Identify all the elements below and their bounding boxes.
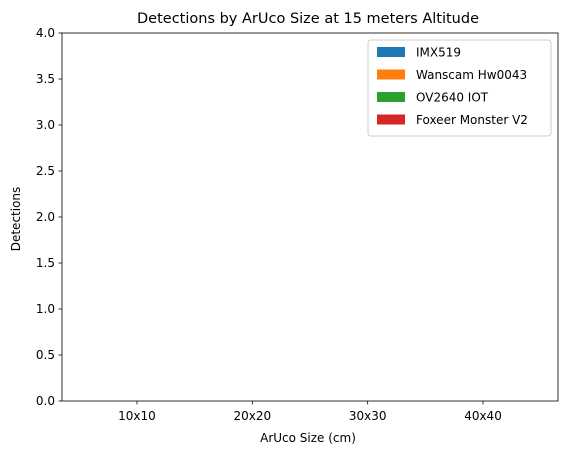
y-tick-label: 2.5 [36,164,55,178]
x-axis: 10x10 20x20 30x30 40x40 [118,401,502,423]
y-tick-label: 1.5 [36,256,55,270]
y-axis-label: Detections [9,187,23,252]
y-tick-label: 2.0 [36,210,55,224]
x-tick-label: 30x30 [349,409,387,423]
y-tick-label: 3.5 [36,72,55,86]
y-tick-label: 4.0 [36,26,55,40]
legend-label: IMX519 [416,46,461,60]
legend-swatch [377,92,405,102]
legend-label: OV2640 IOT [416,91,489,105]
y-axis: 0.0 0.5 1.0 1.5 2.0 2.5 3.0 3.5 4.0 [36,26,62,408]
legend-box [367,39,552,137]
x-axis-label: ArUco Size (cm) [260,431,356,445]
x-tick-label: 20x20 [234,409,272,423]
y-tick-label: 1.0 [36,302,55,316]
legend-swatch [377,47,405,57]
legend-label: Foxeer Monster V2 [416,113,528,127]
legend-swatch [377,114,405,125]
legend-swatch [377,69,405,80]
x-tick-label: 10x10 [118,409,156,423]
legend: IMX519 Wanscam Hw0043 OV2640 IOT Foxeer Mon… [367,39,552,137]
y-tick-label: 3.0 [36,118,55,132]
y-tick-label: 0.5 [36,348,55,362]
x-tick-label: 40x40 [464,409,502,423]
y-tick-label: 0.0 [36,394,55,408]
chart-title: Detections by ArUco Size at 15 meters Al… [137,11,479,27]
legend-label: Wanscam Hw0043 [416,68,527,82]
